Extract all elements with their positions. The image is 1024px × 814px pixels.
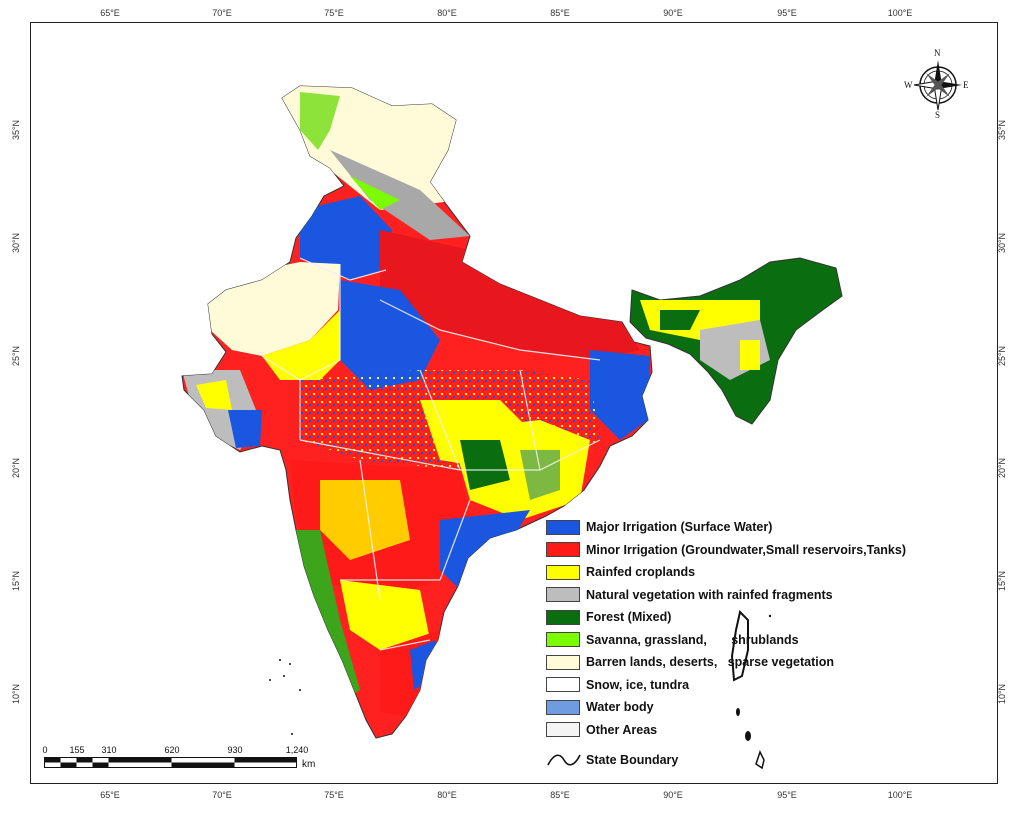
scale-unit: km xyxy=(302,759,316,770)
bottom-longitude-label: 80°E xyxy=(437,790,457,800)
scale-bar-graphic xyxy=(44,757,297,768)
compass-south-label: S xyxy=(935,110,941,120)
legend-swatch xyxy=(546,699,580,715)
north-arrow-compass: N S E W xyxy=(904,48,970,120)
legend-item: Natural vegetation with rainfed fragment… xyxy=(546,584,966,607)
bottom-longitude-label: 90°E xyxy=(663,790,683,800)
legend-label: Savanna, grassland, shrublands xyxy=(586,632,799,647)
legend-label: Forest (Mixed) xyxy=(586,610,672,625)
bottom-longitude-label: 75°E xyxy=(324,790,344,800)
top-longitude-label: 85°E xyxy=(550,8,570,18)
legend-swatch xyxy=(546,632,580,648)
top-longitude-label: 70°E xyxy=(212,8,232,18)
legend-item: Savanna, grassland, shrublands xyxy=(546,629,966,652)
andaman-nicobar-islands xyxy=(269,610,772,770)
legend-item: Major Irrigation (Surface Water) xyxy=(546,516,966,539)
top-longitude-label: 80°E xyxy=(437,8,457,18)
legend-swatch xyxy=(546,677,580,693)
legend-item: Snow, ice, tundra xyxy=(546,674,966,697)
legend-item: Water body xyxy=(546,696,966,719)
top-longitude-label: 75°E xyxy=(324,8,344,18)
legend-swatch xyxy=(546,542,580,558)
legend-label: Other Areas xyxy=(586,722,658,737)
scale-label: 155 xyxy=(69,745,85,755)
northeast-landcover xyxy=(629,257,843,425)
state-boundary-label: State Boundary xyxy=(586,753,679,767)
top-longitude-label: 65°E xyxy=(100,8,120,18)
scale-label: 620 xyxy=(164,745,180,755)
legend-label: Water body xyxy=(586,700,654,715)
legend-label: Snow, ice, tundra xyxy=(586,677,690,692)
bottom-longitude-label: 95°E xyxy=(777,790,797,800)
compass-rose-icon xyxy=(913,60,962,111)
legend-label: Barren lands, deserts, sparse vegetation xyxy=(586,655,835,670)
mainland-landcover xyxy=(181,85,653,739)
scale-label: 1,240 xyxy=(285,745,309,755)
legend-swatch xyxy=(546,722,580,738)
bottom-longitude-label: 65°E xyxy=(100,790,120,800)
bottom-longitude-label: 85°E xyxy=(550,790,570,800)
state-boundary-legend: State Boundary xyxy=(546,751,678,769)
map-legend: Major Irrigation (Surface Water) Minor Ir… xyxy=(546,516,966,741)
scale-label: 930 xyxy=(227,745,243,755)
legend-label: Major Irrigation (Surface Water) xyxy=(586,520,773,535)
legend-item: Forest (Mixed) xyxy=(546,606,966,629)
boundary-line-icon xyxy=(547,754,581,766)
scale-label: 310 xyxy=(101,745,117,755)
compass-north-label: N xyxy=(934,48,941,58)
legend-swatch xyxy=(546,519,580,535)
legend-label: Rainfed croplands xyxy=(586,565,696,580)
bottom-longitude-label: 70°E xyxy=(212,790,232,800)
legend-swatch xyxy=(546,609,580,625)
top-longitude-label: 95°E xyxy=(777,8,797,18)
legend-swatch xyxy=(546,564,580,580)
compass-east-label: E xyxy=(963,80,969,90)
top-longitude-label: 90°E xyxy=(663,8,683,18)
legend-label: Minor Irrigation (Groundwater,Small rese… xyxy=(586,542,906,557)
legend-item: Other Areas xyxy=(546,719,966,742)
bottom-longitude-label: 100°E xyxy=(887,790,913,800)
scale-bar: km 0 155 310 620 930 1,240 xyxy=(42,745,334,775)
legend-item: Rainfed croplands xyxy=(546,561,966,584)
top-longitude-label: 100°E xyxy=(887,8,913,18)
legend-swatch xyxy=(546,654,580,670)
scale-label: 0 xyxy=(42,745,48,755)
legend-swatch xyxy=(546,587,580,603)
compass-west-label: W xyxy=(904,80,913,90)
legend-item: Minor Irrigation (Groundwater,Small rese… xyxy=(546,539,966,562)
legend-item: Barren lands, deserts, sparse vegetation xyxy=(546,651,966,674)
legend-label: Natural vegetation with rainfed fragment… xyxy=(586,587,833,602)
